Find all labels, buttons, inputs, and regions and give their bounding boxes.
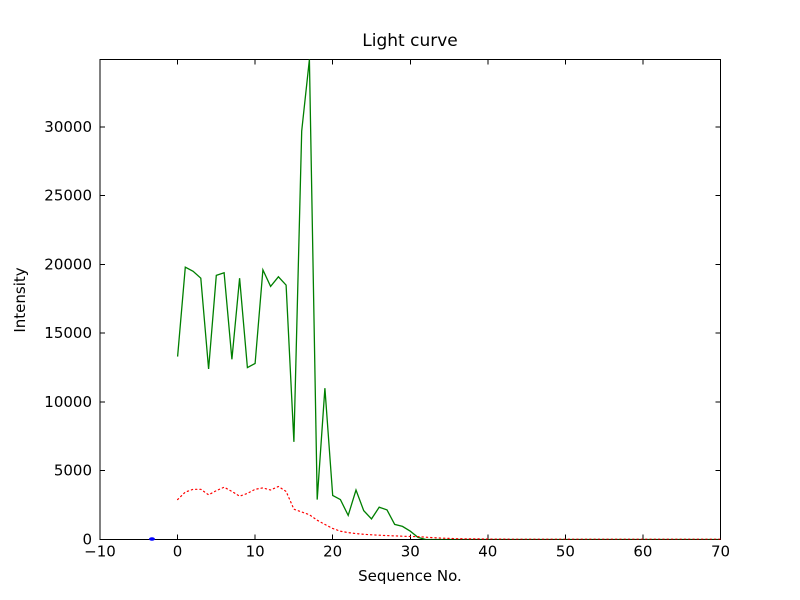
x-tick-label: 50 [556, 543, 575, 561]
data-series [176, 59, 721, 540]
y-tick-label: 5000 [54, 462, 92, 480]
x-tick-label: −10 [84, 543, 116, 561]
y-tick-label: 15000 [44, 324, 92, 342]
y-axis-label: Intensity [11, 267, 29, 332]
chart-title: Light curve [362, 31, 457, 51]
data-markers [148, 537, 155, 541]
y-tick-label: 0 [82, 531, 92, 549]
intensity-main-line [176, 59, 721, 540]
axis-ticks [99, 59, 721, 540]
intensity-background-line [177, 485, 721, 540]
x-tick-label: 20 [323, 543, 342, 561]
x-tick-label: 40 [478, 543, 497, 561]
x-tick-label: 10 [246, 543, 265, 561]
y-tick-label: 10000 [44, 393, 92, 411]
x-tick-label: 30 [401, 543, 420, 561]
axes-frame [99, 59, 721, 540]
y-tick-label: 30000 [44, 118, 92, 136]
axis-tick-labels: −10 0 10 20 30 40 50 60 700500010000150002000025… [44, 118, 730, 561]
marker-point-marker [148, 537, 155, 541]
y-tick-label: 20000 [44, 255, 92, 273]
x-tick-label: 70 [711, 543, 730, 561]
x-tick-label: 60 [633, 543, 652, 561]
x-tick-label: 0 [173, 543, 183, 561]
x-axis-label: Sequence No. [358, 567, 462, 585]
y-tick-label: 25000 [44, 187, 92, 205]
